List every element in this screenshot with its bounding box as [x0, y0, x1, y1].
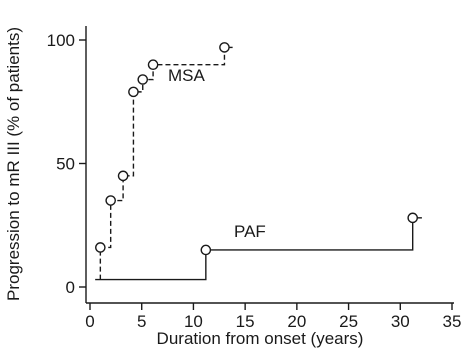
y-ticks: 0 50 100	[47, 31, 86, 297]
x-tick-label-35: 35	[443, 312, 462, 331]
y-axis-title: Progression to mR III (% of patients)	[4, 27, 23, 301]
msa-label: MSA	[168, 66, 206, 85]
x-tick-label-15: 15	[236, 312, 255, 331]
y-tick-label-50: 50	[56, 155, 75, 174]
msa-point-5	[147, 59, 159, 70]
paf-point-0	[200, 244, 212, 256]
x-tick-label-25: 25	[339, 312, 358, 331]
y-tick-label-100: 100	[47, 31, 75, 50]
msa-point-1	[105, 195, 116, 206]
paf-point-1	[407, 212, 418, 224]
series-layer: MSA PAF	[95, 42, 422, 281]
series-msa: MSA	[95, 42, 233, 280]
x-tick-label-5: 5	[137, 312, 146, 331]
paf-label: PAF	[234, 222, 266, 241]
x-ticks: 0 5 10 15 20 25 30 35	[85, 303, 461, 331]
series-paf: PAF	[95, 212, 422, 281]
msa-point-4	[137, 74, 149, 85]
msa-point-3	[128, 86, 139, 98]
msa-point-6	[219, 42, 230, 53]
x-tick-label-10: 10	[184, 312, 203, 331]
axes	[85, 26, 454, 304]
y-tick-label-0: 0	[66, 278, 75, 297]
x-tick-label-20: 20	[287, 312, 306, 331]
msa-point-0	[95, 242, 106, 253]
x-tick-label-0: 0	[85, 312, 94, 331]
msa-point-2	[117, 170, 129, 182]
x-tick-label-30: 30	[391, 312, 410, 331]
x-axis-title: Duration from onset (years)	[157, 329, 364, 348]
